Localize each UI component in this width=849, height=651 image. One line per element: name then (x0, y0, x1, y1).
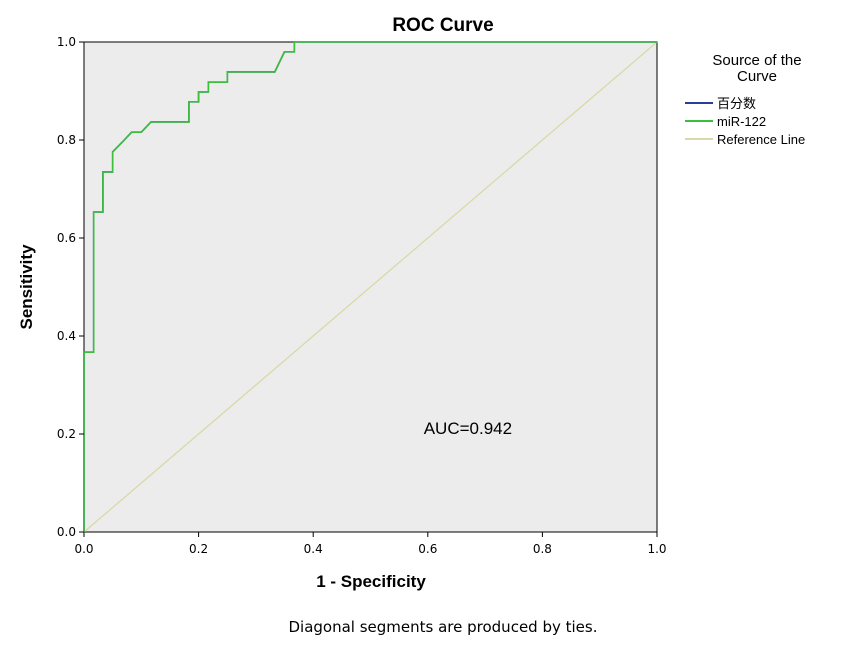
legend-label: miR-122 (717, 114, 766, 129)
y-axis: 0.0 0.2 0.4 0.6 0.8 1.0 (57, 35, 84, 539)
x-axis: 0.0 0.2 0.4 0.6 0.8 1.0 (74, 532, 667, 556)
y-tick-label: 0.0 (57, 525, 76, 539)
legend: Source of the Curve 百分数 miR-122 Reference … (685, 52, 805, 147)
x-tick-label: 0.2 (189, 542, 208, 556)
series-layer (83, 41, 658, 533)
legend-label: 百分数 (717, 96, 756, 111)
legend-label: Reference Line (717, 132, 805, 147)
x-tick-label: 0.8 (533, 542, 552, 556)
legend-title-line: Curve (737, 68, 777, 85)
legend-title-line: Source of the (712, 52, 801, 69)
y-axis-title: Sensitivity (17, 244, 36, 330)
x-tick-label: 1.0 (647, 542, 666, 556)
y-tick-label: 1.0 (57, 35, 76, 49)
chart-title: ROC Curve (392, 15, 493, 36)
footnote: Diagonal segments are produced by ties. (288, 618, 597, 636)
x-tick-label: 0.6 (418, 542, 437, 556)
x-tick-label: 0.4 (304, 542, 323, 556)
y-tick-label: 0.2 (57, 427, 76, 441)
series-line-1 (83, 41, 657, 532)
y-tick-label: 0.6 (57, 231, 76, 245)
y-tick-label: 0.4 (57, 329, 76, 343)
x-tick-label: 0.0 (74, 542, 93, 556)
y-tick-label: 0.8 (57, 133, 76, 147)
series-line-2 (83, 41, 658, 533)
auc-annotation: AUC=0.942 (424, 419, 512, 438)
x-axis-title: 1 - Specificity (316, 572, 426, 591)
